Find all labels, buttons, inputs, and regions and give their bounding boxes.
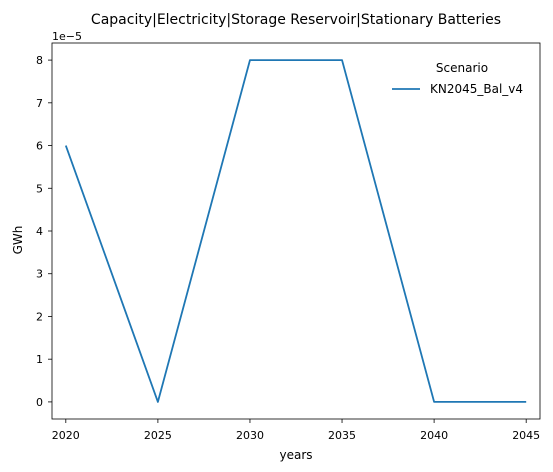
- x-tick-label: 2035: [328, 429, 356, 442]
- x-tick-label: 2045: [512, 429, 540, 442]
- series-line-0: [64, 59, 527, 403]
- y-tick-label: 4: [36, 225, 43, 238]
- x-axis-ticks: 2020 2025 2030 2035 2040 2045: [52, 419, 540, 442]
- x-tick-label: 2030: [236, 429, 264, 442]
- y-axis-multiplier: 1e−5: [52, 30, 82, 43]
- series-layer: [64, 59, 527, 403]
- x-tick-label: 2020: [52, 429, 80, 442]
- legend-entry-label: KN2045_Bal_v4: [430, 82, 523, 96]
- y-tick-label: 2: [36, 310, 43, 323]
- y-tick-label: 0: [36, 396, 43, 409]
- y-axis-label: GWh: [11, 226, 25, 255]
- plot-area: [51, 42, 541, 420]
- x-tick-label: 2040: [420, 429, 448, 442]
- y-axis-ticks: 0 1 2 3 4 5 6 7 8: [36, 54, 52, 409]
- x-axis-label: years: [279, 448, 312, 462]
- legend-title: Scenario: [436, 61, 488, 75]
- y-tick-label: 3: [36, 268, 43, 281]
- y-tick-label: 5: [36, 182, 43, 195]
- legend: Scenario KN2045_Bal_v4: [392, 61, 523, 96]
- y-tick-label: 7: [36, 97, 43, 110]
- y-tick-label: 8: [36, 54, 43, 67]
- chart-title: Capacity|Electricity|Storage Reservoir|S…: [91, 12, 501, 28]
- y-tick-label: 6: [36, 140, 43, 153]
- y-tick-label: 1: [36, 353, 43, 366]
- x-tick-label: 2025: [144, 429, 172, 442]
